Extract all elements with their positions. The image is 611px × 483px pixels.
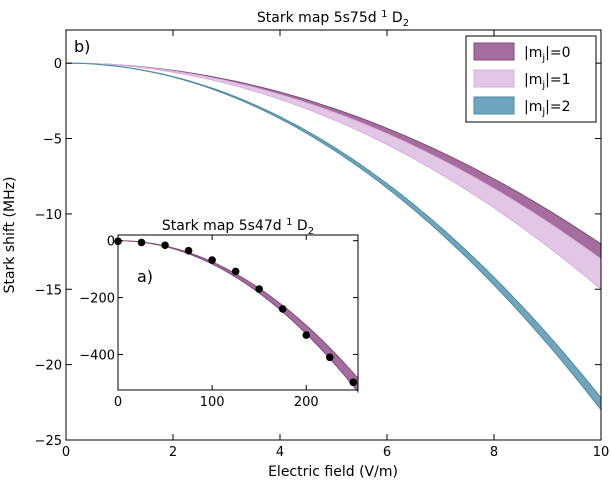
inset-data-point bbox=[325, 353, 334, 362]
inset-data-point bbox=[302, 331, 311, 339]
main-y-tick-label: −10 bbox=[35, 208, 62, 223]
main-x-tick-label: 0 bbox=[62, 445, 70, 460]
main-y-axis-label: Stark shift (MHz) bbox=[2, 177, 18, 294]
inset-ticks-layer: 0 100 200 0 −200 −400 bbox=[79, 235, 358, 410]
main-y-tick-label: −25 bbox=[35, 434, 62, 449]
main-x-tick-label: 10 bbox=[593, 445, 610, 460]
inset-y-tick-label: −400 bbox=[79, 348, 115, 363]
inset-plot-background bbox=[118, 235, 358, 390]
inset-data-point bbox=[349, 378, 358, 387]
main-x-tick-label: 4 bbox=[276, 445, 284, 460]
legend-swatch-mj1 bbox=[473, 69, 515, 88]
inset-x-tick-label: 100 bbox=[200, 395, 225, 410]
panel-label-a: a) bbox=[137, 267, 153, 286]
inset-y-tick-label: −200 bbox=[79, 292, 115, 307]
legend: |mj|=0 |mj|=1 |mj|=2 bbox=[465, 35, 597, 123]
inset-data-point bbox=[255, 285, 263, 293]
inset-data-point bbox=[208, 256, 216, 264]
main-y-tick-label: −15 bbox=[35, 283, 62, 298]
inset-points-layer bbox=[114, 237, 358, 387]
inset-x-tick-label: 200 bbox=[294, 395, 319, 410]
inset-x-tick-label: 0 bbox=[114, 395, 122, 410]
legend-swatch-mj2 bbox=[473, 96, 515, 115]
main-y-tick-label: −20 bbox=[35, 359, 62, 374]
main-plot-frame bbox=[65, 29, 602, 441]
inset-data-point bbox=[231, 267, 240, 276]
inset-data-point bbox=[184, 246, 193, 255]
main-y-tick-label: 0 bbox=[54, 57, 62, 72]
main-x-tick-label: 6 bbox=[383, 445, 391, 460]
inset-data-point bbox=[137, 238, 146, 247]
main-ticks-layer: 0 2 4 6 8 100−5−10−15−20−25 bbox=[35, 30, 610, 460]
inset-data-point bbox=[278, 305, 287, 313]
panel-label-b: b) bbox=[74, 37, 90, 56]
main-y-tick-label: −5 bbox=[43, 133, 62, 148]
legend-label-mj1: |mj|=1 bbox=[524, 72, 571, 91]
legend-label-mj2: |mj|=2 bbox=[524, 99, 571, 118]
main-x-tick-label: 8 bbox=[490, 445, 498, 460]
inset-plot-frame bbox=[117, 234, 359, 391]
legend-swatch-mj0 bbox=[473, 42, 515, 61]
inset-plot-area: 0 100 200 0 −200 −400 bbox=[79, 234, 359, 410]
main-x-axis-label: Electric field (V/m) bbox=[268, 464, 398, 480]
inset-title: Stark map 5s47d 1 D2 bbox=[162, 217, 314, 237]
inset-data-point bbox=[161, 241, 169, 250]
main-x-tick-label: 2 bbox=[169, 445, 177, 460]
legend-label-mj0: |mj|=0 bbox=[524, 45, 571, 64]
inset-y-tick-label: 0 bbox=[107, 235, 115, 250]
main-title: Stark map 5s75d 1 D2 bbox=[257, 9, 409, 29]
